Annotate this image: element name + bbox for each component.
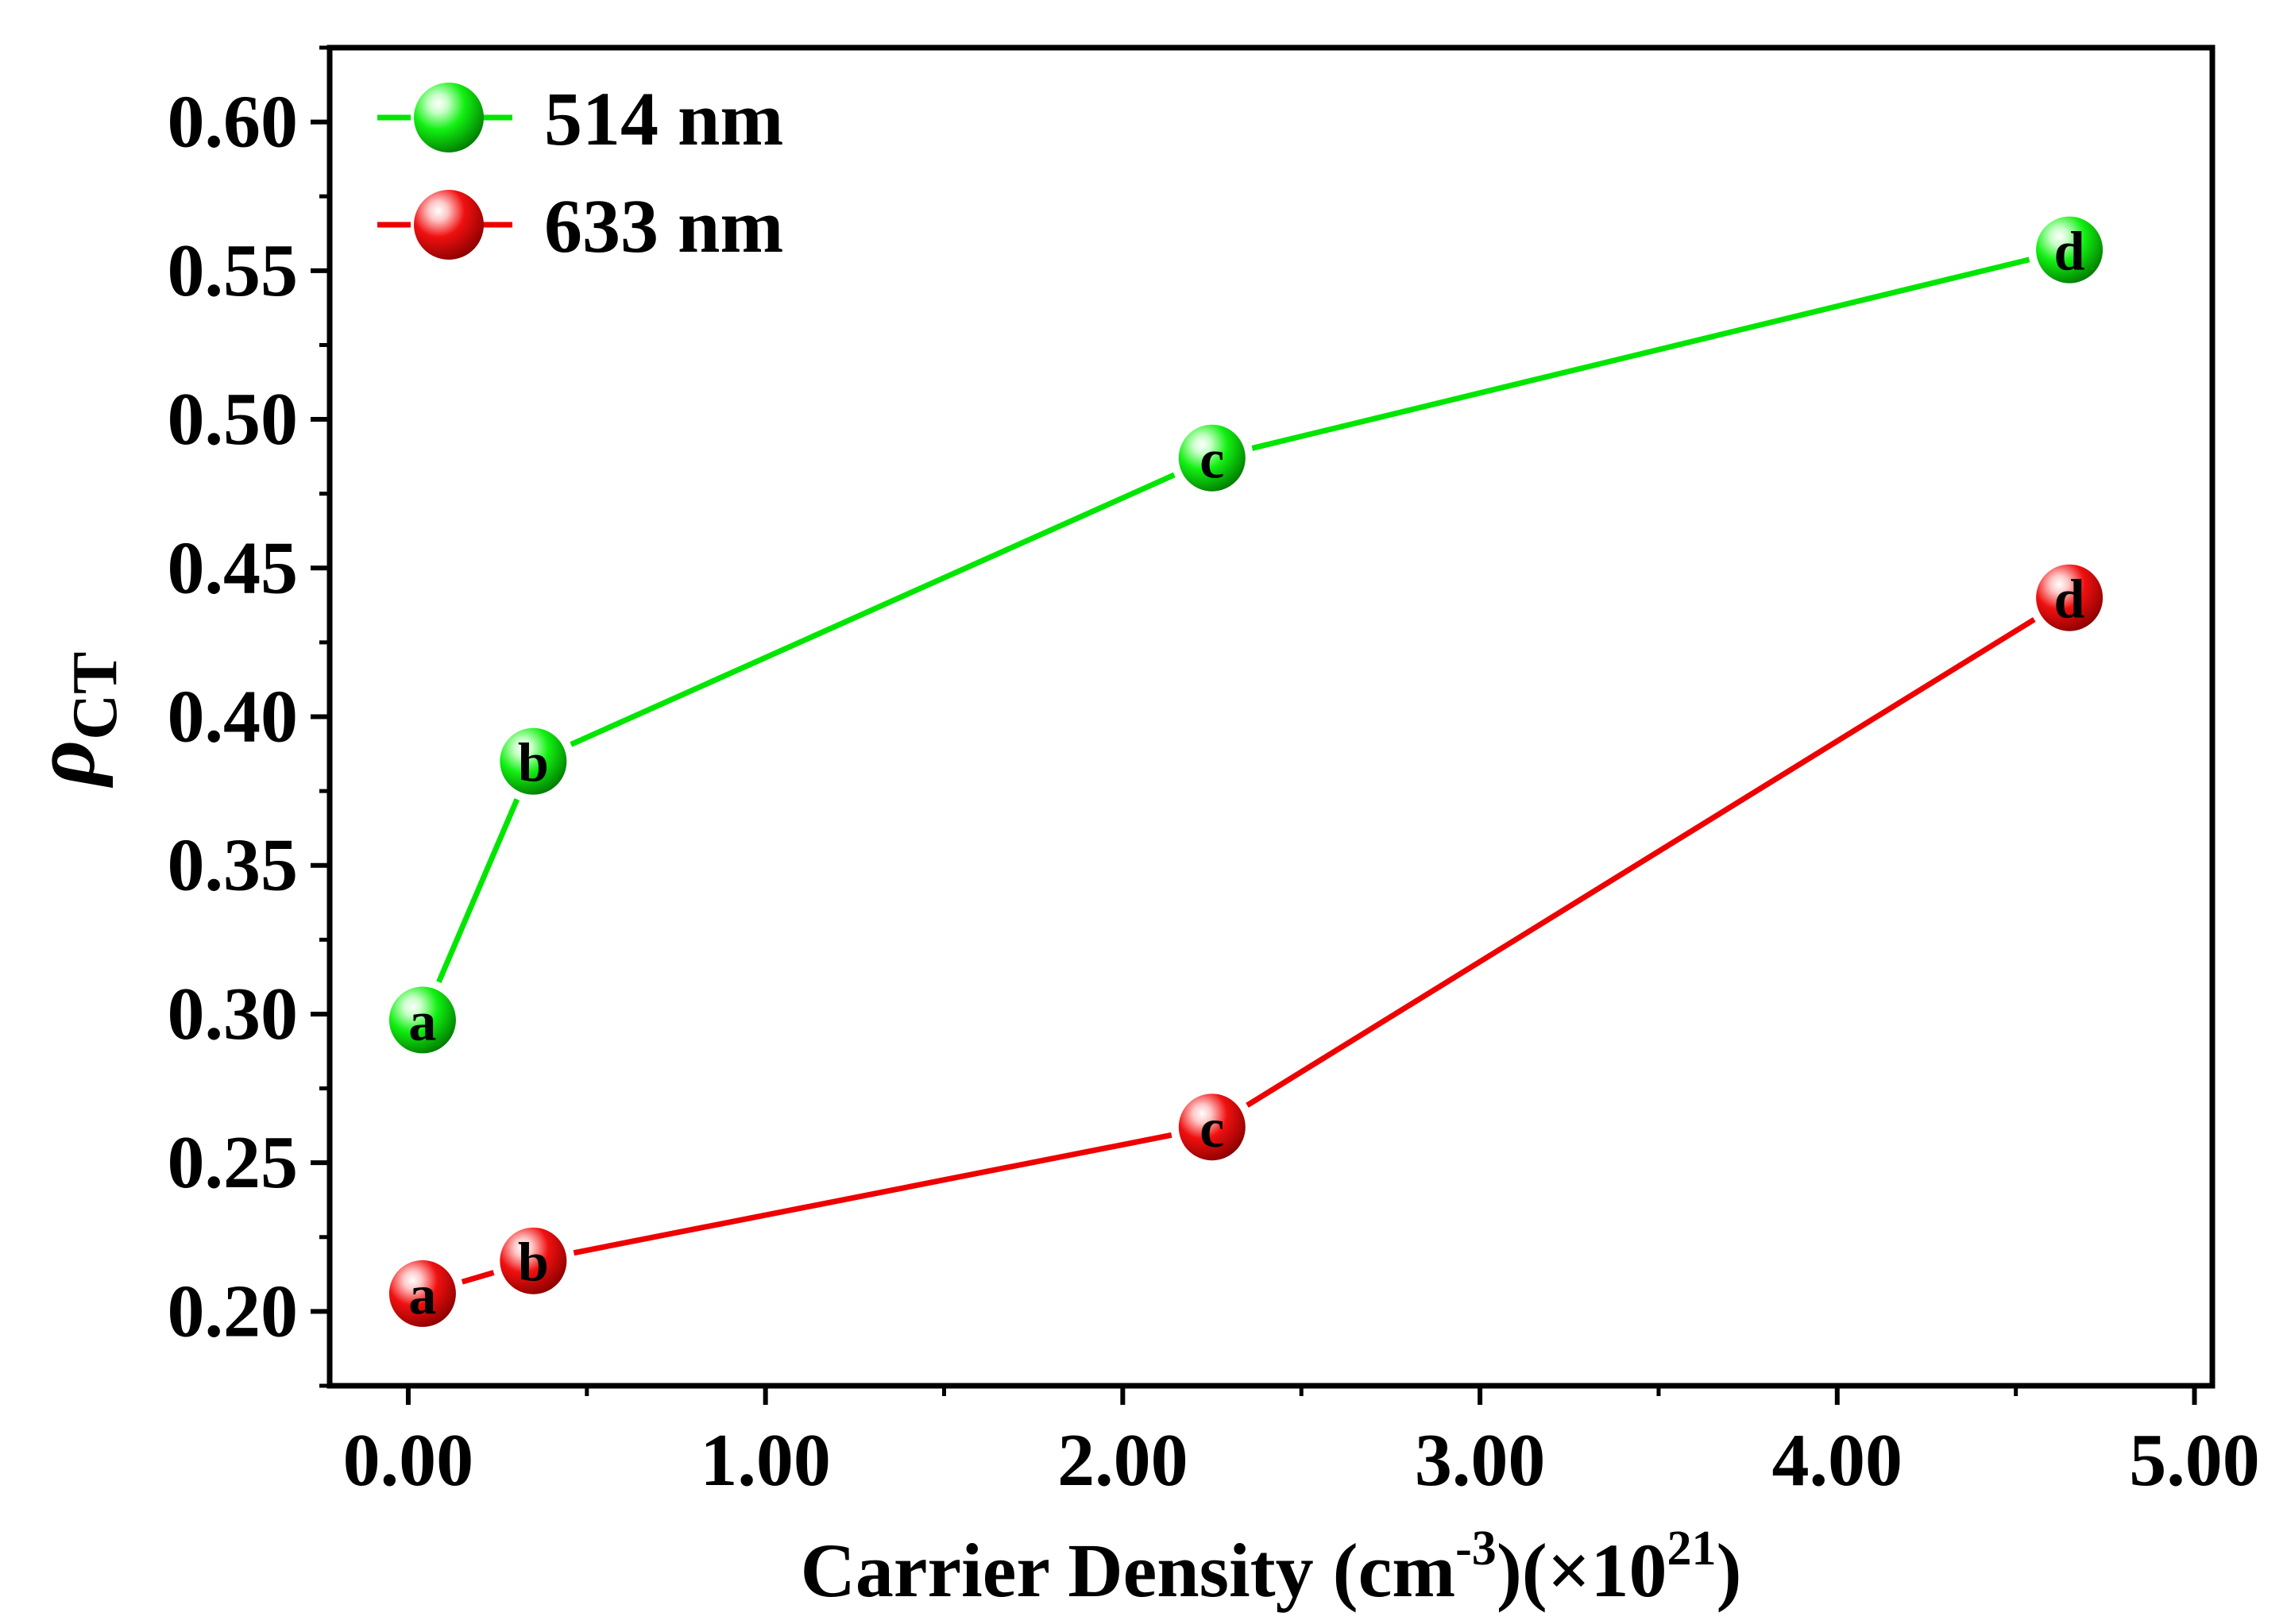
series-2-point-label: d xyxy=(2054,569,2085,631)
series-2-line-segment xyxy=(573,1132,1172,1256)
series-1-line-segment xyxy=(436,798,520,984)
series-2-point-label: a xyxy=(408,1265,436,1326)
series-1-line-segment xyxy=(1251,257,2030,451)
x-tick-label: 1.00 xyxy=(700,1419,831,1502)
x-axis: 0.00 1.00 2.00 3.00 4.00 5.00 xyxy=(343,1386,2260,1502)
series-2-line-segment xyxy=(1246,617,2036,1108)
y-tick-label: 0.20 xyxy=(168,1270,299,1352)
series-layer: a b c d a b c d xyxy=(388,216,2103,1327)
series-2-point xyxy=(1178,1094,1246,1161)
x-tick-label: 3.00 xyxy=(1415,1419,1546,1502)
x-tick-label: 0.00 xyxy=(343,1419,474,1502)
series-1-point-label: a xyxy=(408,991,436,1052)
series-2-line-segment xyxy=(461,1270,495,1285)
y-tick-label: 0.60 xyxy=(168,81,299,164)
series-1-point xyxy=(500,727,567,795)
legend-marker xyxy=(414,83,484,152)
legend: 514 nm 633 nm xyxy=(377,76,783,268)
legend-label: 633 nm xyxy=(544,183,783,268)
series-1-point xyxy=(1178,424,1246,492)
legend-marker xyxy=(414,190,484,260)
y-tick-label: 0.40 xyxy=(168,676,299,758)
y-tick-label: 0.55 xyxy=(168,230,299,312)
y-axis-title: ρCT xyxy=(15,652,130,789)
x-tick-label: 4.00 xyxy=(1772,1419,1903,1502)
y-tick-label: 0.30 xyxy=(168,973,299,1055)
legend-label: 514 nm xyxy=(544,76,783,161)
y-tick-label: 0.45 xyxy=(168,527,299,609)
y-tick-label: 0.50 xyxy=(168,378,299,461)
series-1-point xyxy=(2036,216,2103,284)
series-2-point-label: c xyxy=(1200,1098,1224,1159)
series-2-point xyxy=(500,1227,567,1294)
x-tick-label: 2.00 xyxy=(1057,1419,1188,1502)
y-tick-label: 0.35 xyxy=(168,824,299,907)
series-1-line-segment xyxy=(570,472,1176,747)
x-axis-title: Carrier Density (cm-3)(×1021) xyxy=(801,1522,1742,1613)
y-tick-label: 0.25 xyxy=(168,1121,299,1204)
y-axis: 0.20 0.25 0.30 0.35 0.40 0.45 0.50 0.55 0.60 xyxy=(168,45,330,1388)
series-1-point-label: b xyxy=(518,733,549,794)
series-1-point-label: c xyxy=(1200,430,1224,491)
series-2-point xyxy=(388,1259,456,1327)
series-2-point-label: b xyxy=(518,1232,549,1294)
x-tick-label: 5.00 xyxy=(2129,1419,2260,1502)
series-2-point xyxy=(2036,564,2103,631)
series-1-point-label: d xyxy=(2054,222,2085,283)
series-1-point xyxy=(388,986,456,1054)
